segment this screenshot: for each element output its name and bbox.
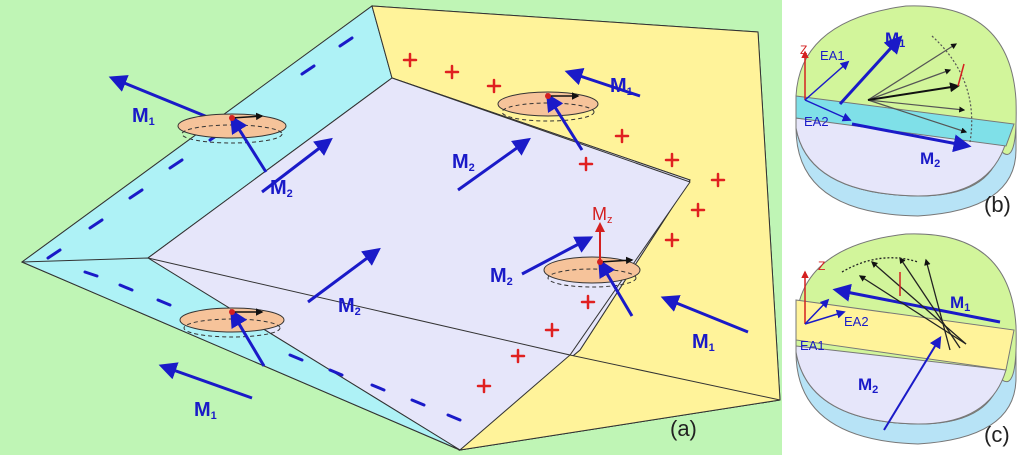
corner-piece-left: [21, 257, 461, 451]
m2-label: M2: [452, 151, 475, 174]
m1-label: M1: [610, 75, 633, 98]
ea1-label: EA1: [800, 338, 825, 353]
minus-marks: [46, 36, 462, 422]
m2-vector: [851, 122, 972, 153]
corner-piece: [458, 354, 781, 451]
precession-cone: [543, 222, 641, 317]
precession-cone: [177, 112, 287, 173]
mz-label: Mz: [592, 204, 613, 226]
m2-arrow: [307, 247, 381, 304]
plus-mark: [444, 64, 460, 80]
plus-mark: [614, 128, 630, 144]
plus-mark: [710, 172, 726, 188]
minus-mark: [118, 283, 134, 292]
minus-mark: [328, 368, 344, 377]
plus-mark: [476, 378, 492, 394]
ea1-label: EA1: [820, 48, 845, 63]
panel-b-label: (b): [984, 192, 1011, 217]
minus-mark: [128, 188, 144, 200]
m1-arrows: [108, 68, 749, 400]
m2-label-c: M2: [858, 375, 878, 396]
m2-arrows: [261, 137, 594, 304]
ea2-label: EA2: [844, 314, 869, 329]
minus-mark: [46, 248, 62, 260]
minus-mark: [288, 353, 304, 362]
z-axis-label: Z: [818, 259, 825, 273]
m1-arrow: [108, 75, 211, 120]
m1-label-c: M1: [950, 293, 970, 314]
plus-mark: [402, 52, 418, 68]
minus-mark: [88, 218, 104, 230]
plus-mark: [544, 322, 560, 338]
plus-mark: [486, 78, 502, 94]
m1-label-b: M1: [885, 29, 905, 50]
disk-c-lower: [795, 345, 1007, 425]
m2-label-b: M2: [920, 149, 940, 170]
panel-b: Z EA1 EA2 M1 M2 (b): [782, 0, 1023, 227]
m2-arrow: [261, 137, 333, 194]
m1-label: M1: [132, 105, 155, 128]
minus-mark: [300, 64, 316, 76]
minus-mark: [168, 158, 184, 170]
minus-mark: [338, 36, 354, 48]
m1-arrow: [158, 362, 253, 400]
m1-vector: [838, 35, 903, 106]
m1-arrow: [660, 295, 749, 334]
panel-c: Z EA2 EA1 M1 M2 (c): [782, 227, 1023, 455]
plus-marks: [402, 52, 726, 394]
minus-mark: [370, 383, 386, 392]
panel-a-label: (a): [670, 416, 697, 441]
m1-label: M1: [692, 331, 715, 354]
m2-label: M2: [270, 177, 293, 200]
plus-mark: [510, 348, 526, 364]
m2-arrow: [521, 236, 594, 276]
minus-mark: [156, 298, 172, 307]
disk-b-band: [795, 95, 1015, 147]
plus-mark: [690, 202, 706, 218]
plus-mark: [664, 152, 680, 168]
m1-vector: [832, 283, 1001, 324]
panel-a: M1 M1 M1 M1 M2 M2 M2 M2 Mz (a): [0, 0, 782, 455]
m2-vector: [883, 335, 942, 431]
z-axis-label: Z: [800, 43, 807, 57]
precession-cone: [497, 91, 599, 151]
m1-arrow: [564, 68, 641, 98]
minus-mark: [83, 270, 99, 278]
panel-c-label: (c): [984, 422, 1010, 447]
m2-label: M2: [490, 265, 513, 288]
plus-mark: [664, 232, 680, 248]
minus-mark: [446, 413, 462, 422]
m2-arrow: [457, 137, 531, 192]
precession-cone: [179, 307, 285, 367]
plus-mark: [578, 156, 594, 172]
ea2-label: EA2: [804, 114, 829, 129]
plus-mark: [580, 294, 596, 310]
m1-label: M1: [194, 399, 217, 422]
m2-label: M2: [338, 295, 361, 318]
minus-mark: [410, 398, 426, 407]
